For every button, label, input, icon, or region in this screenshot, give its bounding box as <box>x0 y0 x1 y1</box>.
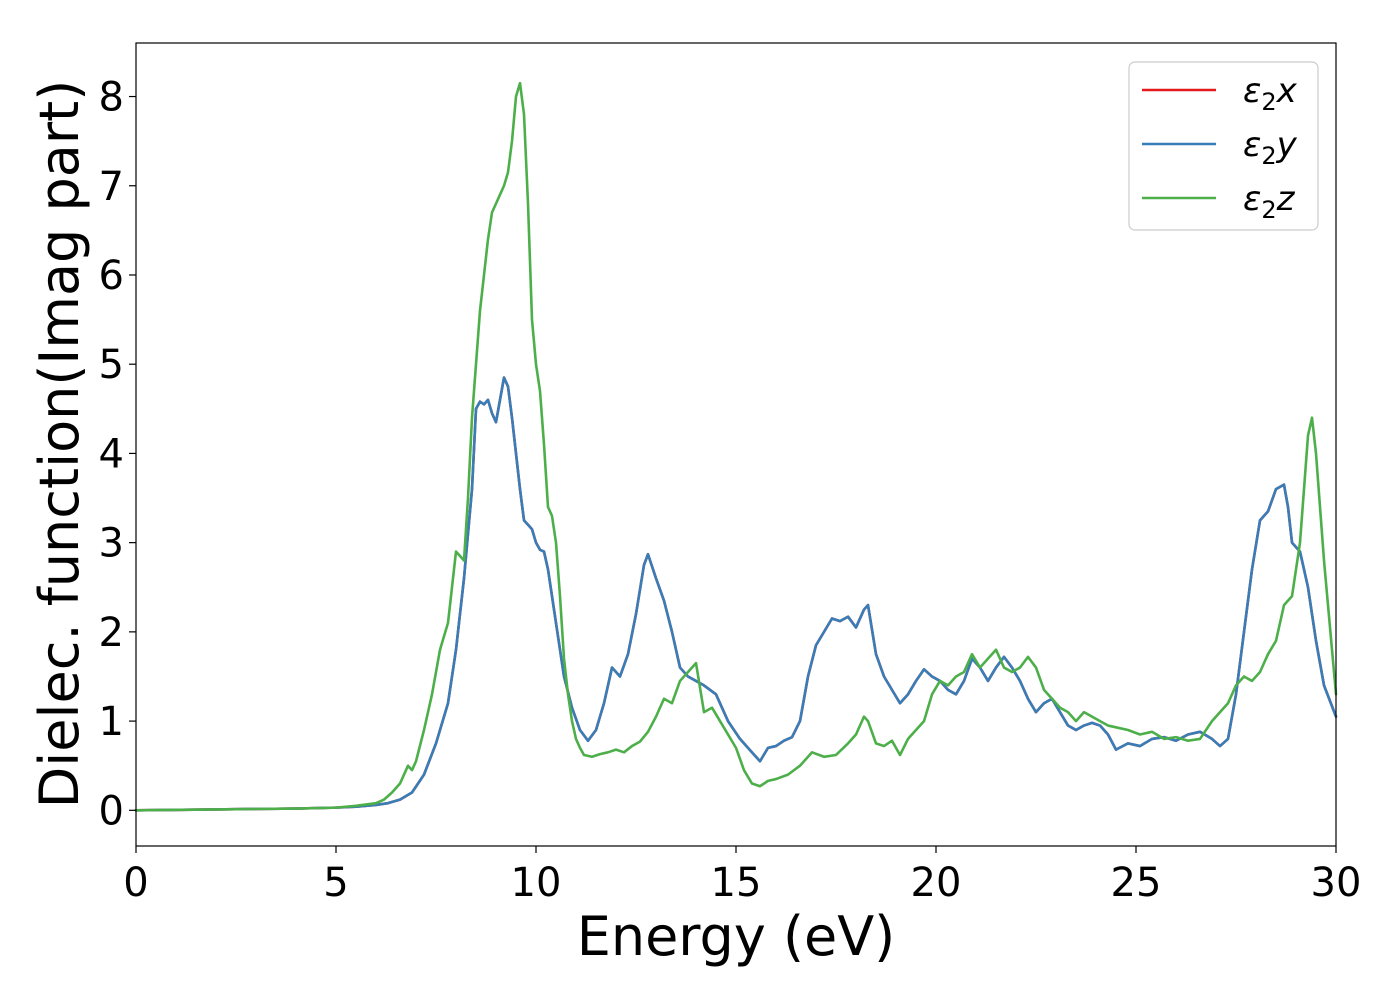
x-tick-label: 20 <box>911 860 962 906</box>
legend-items: ε2x ε2y ε2z <box>1142 71 1298 224</box>
x-tick-label: 10 <box>511 860 562 906</box>
x-tick-label: 25 <box>1111 860 1162 906</box>
series-line-eps2y <box>134 376 1338 812</box>
y-tick-label: 1 <box>99 699 124 745</box>
x-tick-label: 30 <box>1311 860 1362 906</box>
legend: ε2x ε2y ε2z <box>1128 61 1319 231</box>
legend-label-eps2x: ε2x <box>1243 71 1298 116</box>
series-line-eps2z <box>134 81 1338 812</box>
x-tick-label: 15 <box>711 860 762 906</box>
y-tick-label: 0 <box>99 788 124 834</box>
y-tick-label: 8 <box>99 75 124 121</box>
y-tick-label: 2 <box>99 610 124 656</box>
y-axis-ticks: 0 1 2 3 4 5 6 7 8 <box>99 75 136 834</box>
series-lines <box>134 81 1338 812</box>
y-tick-label: 7 <box>99 164 124 210</box>
x-axis-label: Energy (eV) <box>577 905 896 968</box>
y-tick-label: 3 <box>99 521 124 567</box>
x-tick-label: 5 <box>323 860 348 906</box>
y-tick-label: 5 <box>99 342 124 388</box>
y-tick-label: 4 <box>99 431 124 477</box>
legend-box <box>1128 61 1319 231</box>
x-axis-ticks: 0 5 10 15 20 25 30 <box>123 846 1361 906</box>
y-axis-label: Dielec. function(Imag part) <box>28 80 91 809</box>
legend-label-eps2z: ε2z <box>1243 179 1296 224</box>
y-tick-label: 6 <box>99 253 124 299</box>
x-tick-label: 0 <box>123 860 148 906</box>
legend-label-eps2y: ε2y <box>1243 125 1298 170</box>
